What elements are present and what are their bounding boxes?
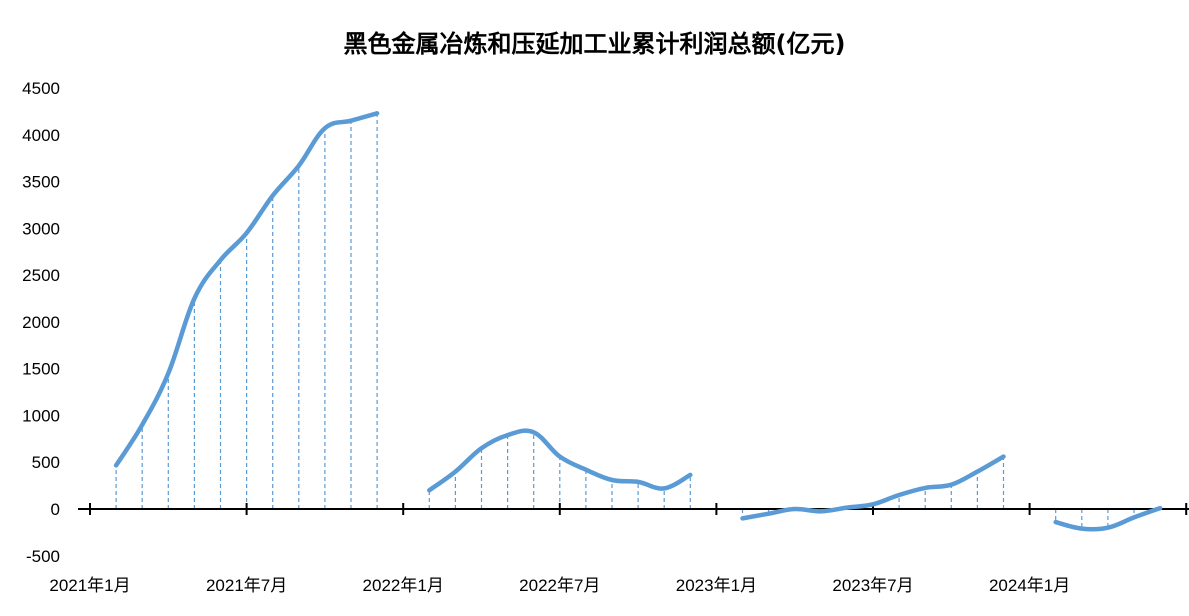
data-point-2023-09: [923, 486, 927, 490]
data-point-2021-06: [219, 258, 222, 262]
data-point-2022-05: [506, 433, 510, 437]
data-point-2022-09: [610, 478, 614, 482]
data-point-2023-04: [793, 507, 797, 511]
y-tick-label: -500: [26, 547, 60, 566]
data-point-2022-03: [453, 470, 457, 474]
drop-lines: [115, 113, 1161, 529]
y-tick-label: 2500: [22, 266, 60, 285]
y-tick-label: 3000: [22, 219, 60, 238]
y-axis-tick-labels: 4500 4000 3500 3000 2500 2000 1500 1000 500 0 -500: [22, 79, 60, 566]
data-point-2021-12: [375, 111, 379, 115]
data-point-2022-11: [662, 486, 666, 490]
data-point-2023-11: [975, 470, 979, 474]
data-point-2022-08: [584, 468, 588, 472]
data-point-2023-07: [871, 502, 875, 506]
data-point-2024-04: [1106, 526, 1110, 530]
data-point-2023-06: [845, 506, 849, 510]
data-point-2021-08: [271, 194, 275, 198]
y-tick-label: 1000: [22, 406, 60, 425]
data-point-2021-10: [323, 126, 327, 130]
data-point-2022-12: [688, 473, 692, 477]
data-point-2022-07: [558, 455, 562, 459]
data-point-2023-10: [949, 483, 953, 487]
y-tick-label: 3500: [22, 173, 60, 192]
data-point-2023-05: [819, 509, 823, 513]
x-tick-label: 2021年1月: [49, 576, 130, 595]
data-point-2023-03: [767, 512, 771, 516]
data-point-2022-02: [427, 488, 431, 492]
data-point-2022-06: [532, 430, 536, 434]
data-point-2021-03: [140, 423, 144, 427]
data-point-2021-11: [349, 119, 353, 123]
data-point-2023-02: [741, 516, 744, 520]
data-point-2022-04: [480, 446, 483, 450]
data-point-2021-09: [297, 164, 301, 168]
series-line-2022: [427, 428, 693, 493]
y-tick-label: 2000: [22, 313, 60, 332]
x-tick-label: 2022年1月: [363, 576, 444, 595]
data-point-2021-02: [114, 463, 118, 467]
data-point-2023-12: [1002, 455, 1005, 459]
data-point-2021-04: [166, 371, 170, 375]
x-tick-label: 2023年1月: [676, 576, 757, 595]
data-point-2024-02: [1054, 520, 1058, 524]
x-tick-label: 2023年7月: [832, 576, 913, 595]
x-axis: [78, 503, 1189, 515]
data-point-2021-07: [245, 231, 249, 235]
chart-title: 黑色金属冶炼和压延加工业累计利润总额(亿元): [343, 30, 846, 58]
data-point-2023-08: [897, 493, 901, 497]
x-tick-label: 2024年1月: [989, 576, 1070, 595]
series-lines: [113, 111, 1163, 532]
y-tick-label: 500: [32, 453, 60, 472]
x-tick-label: 2022年7月: [519, 576, 600, 595]
data-point-2022-10: [636, 480, 640, 484]
x-tick-label: 2021年7月: [206, 576, 287, 595]
data-point-2024-06: [1158, 506, 1162, 510]
y-tick-label: 4500: [22, 79, 60, 98]
data-point-2024-05: [1132, 515, 1136, 519]
y-tick-label: 1500: [22, 360, 60, 379]
y-tick-label: 0: [51, 500, 60, 519]
x-axis-tick-labels: 2021年1月 2021年7月 2022年1月 2022年7月 2023年1月 2023年…: [49, 576, 1070, 595]
data-point-2021-05: [192, 297, 196, 300]
y-tick-label: 4000: [22, 126, 60, 145]
data-point-2024-03: [1080, 527, 1084, 531]
